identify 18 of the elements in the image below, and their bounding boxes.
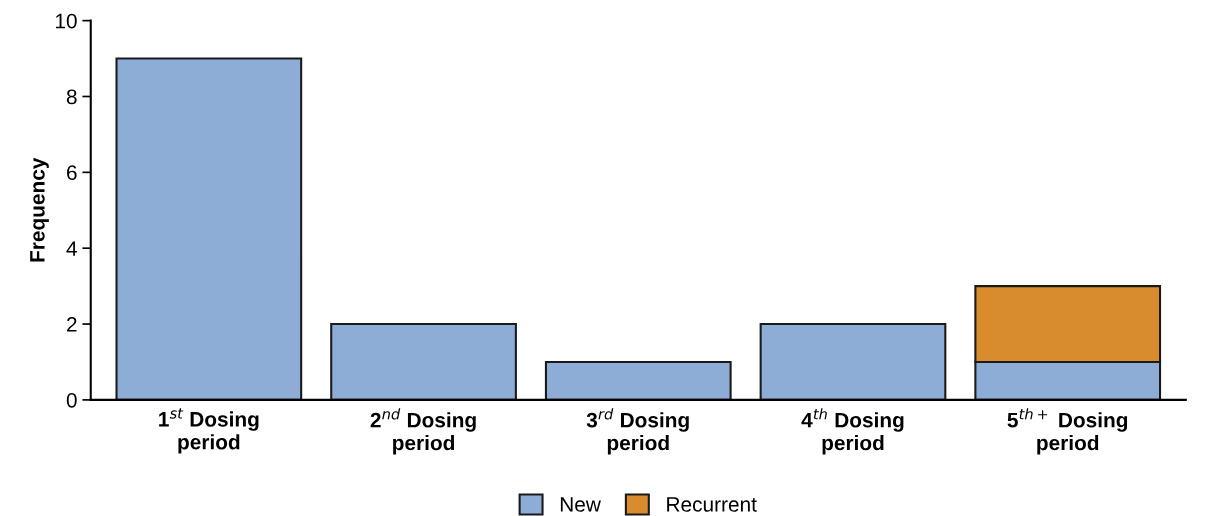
y-tick-label: 6 <box>67 165 77 181</box>
y-tick-label: 4 <box>66 241 77 256</box>
x-tick-label: 3$^{rd}$ Dosing period <box>586 408 689 455</box>
x-tick-label: 5$^{th+}$ Dosing period <box>1007 408 1128 455</box>
y-tick-label: 8 <box>66 89 77 105</box>
legend-label: New <box>560 497 601 512</box>
x-tick-label: 1$^{st}$ Dosing period <box>159 408 259 454</box>
legend-label: Recurrent <box>667 497 757 512</box>
x-tick-label: 4$^{th}$ Dosing period <box>801 408 904 455</box>
y-tick-label: 10 <box>55 13 77 29</box>
y-tick-label: 2 <box>67 317 77 332</box>
x-tick-label: 2$^{nd}$ Dosing period <box>370 408 476 455</box>
bar <box>544 360 732 400</box>
bar <box>115 57 303 400</box>
y-tick-label: 0 <box>66 392 77 408</box>
bar <box>759 323 947 400</box>
y-axis-title: Frequency <box>30 157 49 262</box>
bar <box>330 323 517 400</box>
